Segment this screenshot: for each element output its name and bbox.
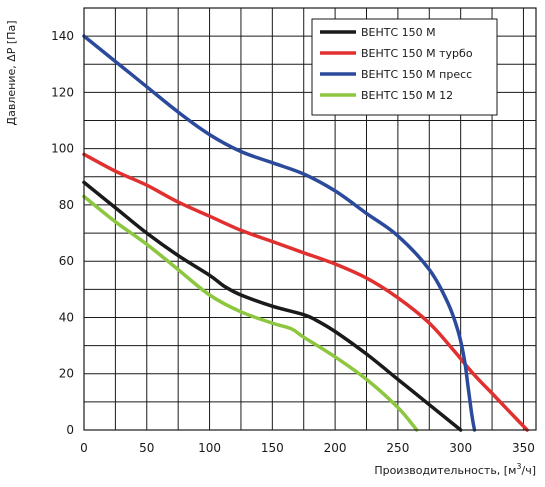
x-axis-label: Производительность, [м3/ч]: [374, 462, 536, 477]
legend-box: [311, 18, 498, 116]
x-tick-label: 0: [80, 441, 88, 455]
x-tick-label: 50: [139, 441, 154, 455]
y-tick-labels: 0 20 40 60 80 100 120 140: [51, 29, 74, 437]
plot-frame: [83, 7, 537, 431]
x-tick-labels: 0 50 100 150 200 250 300 350: [80, 441, 535, 455]
y-tick-label: 0: [66, 423, 74, 437]
legend-label: ВЕНТС 150 М: [361, 26, 436, 39]
x-tick-label: 200: [324, 441, 347, 455]
legend-items: ВЕНТС 150 М ВЕНТС 150 М турбо ВЕНТС 150 М …: [320, 26, 473, 102]
series-line: [82, 180, 463, 432]
y-tick-label: 60: [59, 254, 74, 268]
series-line: [82, 152, 529, 432]
legend-label: ВЕНТС 150 М 12: [361, 89, 453, 102]
x-axis-label-superscript: 3: [516, 462, 521, 471]
legend: ВЕНТС 150 М ВЕНТС 150 М турбо ВЕНТС 150 М …: [311, 18, 498, 116]
x-axis-label-prefix: Производительность, [м: [374, 464, 516, 477]
y-tick-label: 140: [51, 29, 74, 43]
x-tick-label: 100: [198, 441, 221, 455]
legend-label: ВЕНТС 150 М пресс: [361, 68, 472, 81]
x-tick-label: 350: [512, 441, 535, 455]
series-line: [82, 34, 477, 432]
y-tick-label: 120: [51, 85, 74, 99]
x-tick-label: 250: [386, 441, 409, 455]
y-tick-label: 80: [59, 198, 74, 212]
y-tick-label: 20: [59, 367, 74, 381]
legend-label: ВЕНТС 150 М турбо: [361, 47, 473, 60]
series-lines: [82, 34, 529, 432]
x-tick-label: 150: [261, 441, 284, 455]
x-axis-label-suffix: /ч]: [522, 464, 537, 477]
y-tick-label: 100: [51, 142, 74, 156]
series-line: [82, 194, 419, 432]
y-axis-label: Давление, ΔP [Па]: [5, 21, 18, 126]
y-tick-label: 40: [59, 310, 74, 324]
x-tick-label: 300: [449, 441, 472, 455]
